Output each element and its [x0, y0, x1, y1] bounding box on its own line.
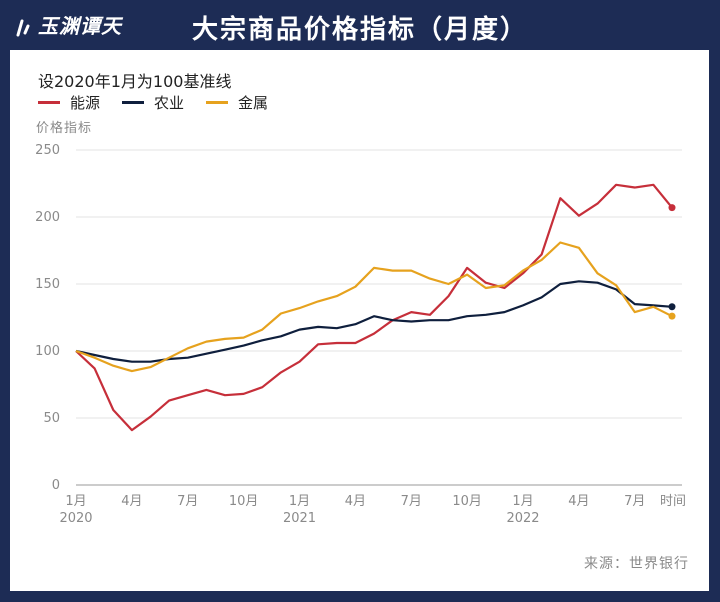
y-axis-label: 价格指标 [36, 120, 92, 136]
y-tick-label: 150 [35, 277, 60, 292]
header: 玉渊谭天 大宗商品价格指标（月度） [0, 0, 720, 50]
legend-label-metals: 金属 [238, 94, 269, 112]
legend-item-energy: 能源 [38, 92, 100, 113]
series-line-metals [75, 241, 673, 373]
brand-mark-icon [16, 19, 30, 36]
page-title: 大宗商品价格指标（月度） [191, 15, 528, 45]
y-tick-label: 0 [52, 478, 60, 493]
x-tick-label: 10月 [229, 494, 259, 509]
y-tick-label: 250 [35, 143, 60, 158]
series-line-energy [75, 183, 673, 432]
series-end-marker-agriculture [668, 303, 676, 311]
x-tick-year-label: 2022 [506, 511, 539, 526]
chart-card: 设2020年1月为100基准线 能源 农业 金属 价格指标 0 50 100 150 20… [10, 50, 709, 591]
x-tick-label: 1月 [289, 494, 310, 509]
brand-logo: 玉渊谭天 [14, 10, 122, 39]
legend-swatch-energy [38, 101, 60, 104]
x-tick-label: 10月 [452, 494, 482, 509]
legend-label-energy: 能源 [70, 94, 101, 112]
chart-legend: 能源 农业 金属 [38, 92, 268, 113]
y-tick-label: 200 [35, 210, 60, 225]
x-tick-year-label: 2020 [59, 511, 92, 526]
brand-name: 玉渊谭天 [38, 14, 122, 38]
series-line-agriculture [75, 280, 673, 363]
y-tick-label: 50 [43, 411, 60, 426]
legend-item-metals: 金属 [206, 92, 268, 113]
x-axis-label: 时间 [660, 494, 686, 509]
legend-item-agriculture: 农业 [122, 92, 184, 113]
series-end-marker-metals [668, 312, 676, 320]
x-tick-label: 7月 [177, 494, 198, 509]
series-end-marker-energy [668, 204, 676, 212]
x-tick-label: 7月 [401, 494, 422, 509]
y-tick-label: 100 [35, 344, 60, 359]
x-tick-label: 7月 [624, 494, 645, 509]
legend-label-agriculture: 农业 [154, 94, 185, 112]
source-note: 来源：世界银行 [584, 556, 689, 572]
legend-swatch-agriculture [122, 101, 145, 104]
x-tick-label: 4月 [121, 494, 142, 509]
x-tick-label: 1月 [512, 494, 533, 509]
x-tick-label: 4月 [345, 494, 366, 509]
legend-swatch-metals [206, 101, 229, 104]
x-tick-label: 1月 [65, 494, 86, 509]
x-tick-year-label: 2021 [283, 511, 316, 526]
x-tick-label: 4月 [568, 494, 589, 509]
chart-subtitle: 设2020年1月为100基准线 [38, 72, 232, 91]
line-chart: 价格指标 0 50 100 150 200 250 1月 2020 4月 7月 10月 1月 2021 4月… [35, 120, 686, 526]
